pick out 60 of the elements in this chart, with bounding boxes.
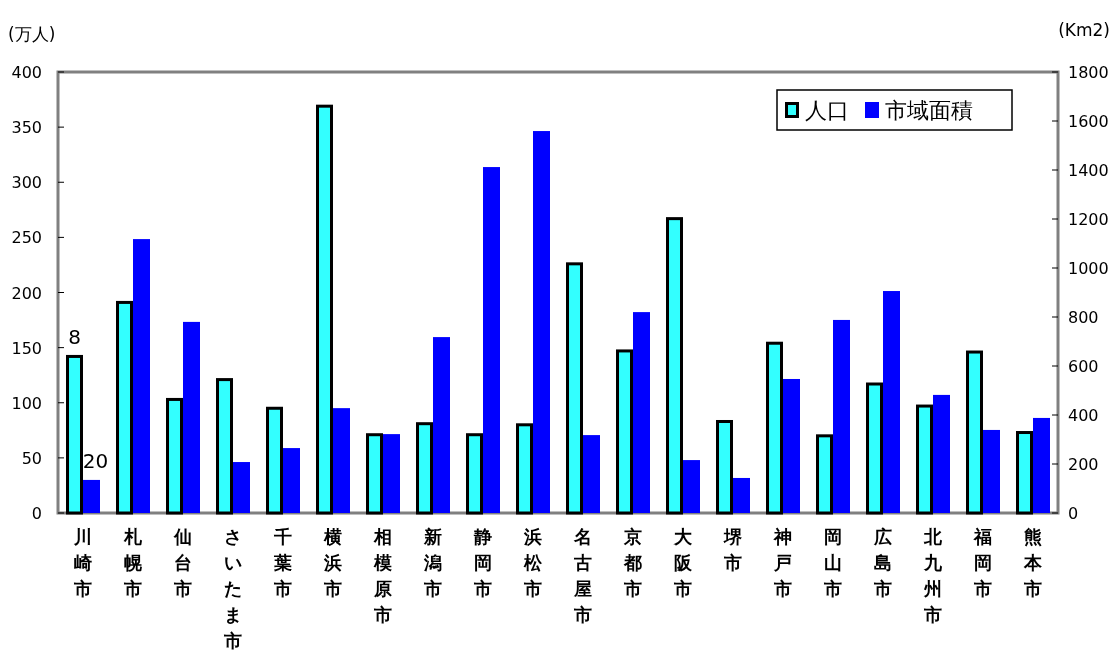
y-axis-title: (万人) [8,24,56,44]
bar [666,217,683,515]
x-tick-label: 堺市 [723,526,743,573]
y-tick-label: 250 [11,228,42,248]
x-tick-label: 福岡市 [973,526,992,599]
y-tick-label: 50 [21,448,42,468]
y2-tick-label: 1400 [1068,161,1109,180]
y2-tick-label: 200 [1068,455,1099,474]
x-tick-label: 横浜市 [323,526,342,599]
bar [566,262,583,515]
x-tick-label: 岡山市 [823,526,842,599]
bar [66,354,83,515]
x-tick-label: 静岡市 [473,526,492,599]
bar [83,479,100,513]
annotation: 8 [68,325,81,350]
x-tick-label: 熊本市 [1023,526,1043,599]
y2-tick-label: 1800 [1068,63,1109,82]
x-tick-label: 千葉市 [273,526,292,599]
x-tick-label: 大阪市 [673,526,693,599]
x-tick-label: 浜松市 [523,526,543,599]
y-tick-label: 300 [11,173,42,193]
bar [683,460,700,513]
y2-tick-label: 400 [1068,406,1099,425]
y-tick-label: 150 [11,338,42,358]
bar [833,319,850,513]
x-tick-label: 北九州市 [923,526,943,625]
y2-tick-label: 1600 [1068,112,1109,131]
bar [483,167,500,513]
y-tick-label: 350 [11,118,42,138]
bar [216,378,233,515]
legend-label: 人口 [805,98,849,123]
x-tick-label: 神戸市 [773,526,792,599]
legend-label: 市域面積 [885,98,973,123]
x-tick-label: 新潟市 [423,526,442,599]
y-tick-label: 100 [11,393,42,413]
bar [333,408,350,513]
bar [533,131,550,513]
annotation: 20 [82,448,109,473]
x-tick-label: 相模原市 [373,526,392,625]
x-tick-label: 川崎市 [73,526,92,599]
y-tick-label: 0 [31,504,42,523]
x-tick-label: 京都市 [623,526,642,599]
x-tick-label: 札幌市 [123,526,143,599]
bar [316,104,333,515]
y2-tick-label: 0 [1068,504,1079,523]
y-tick-label: 200 [11,283,42,303]
x-tick-label: 広島市 [873,526,892,599]
x-tick-label: 名古屋市 [573,526,592,625]
bar [516,423,533,515]
x-tick-label: 仙台市 [173,526,192,599]
bar [466,433,483,515]
bar [583,435,600,513]
bar [716,419,733,515]
y2-tick-label: 600 [1068,357,1099,376]
x-tick-label: さいたま市 [223,526,242,651]
y2-tick-label: 1200 [1068,210,1109,229]
y2-axis-title: (Km2) [1058,20,1110,40]
y-tick-label: 400 [11,63,42,82]
y2-tick-label: 1000 [1068,259,1109,278]
y2-tick-label: 800 [1068,308,1099,327]
